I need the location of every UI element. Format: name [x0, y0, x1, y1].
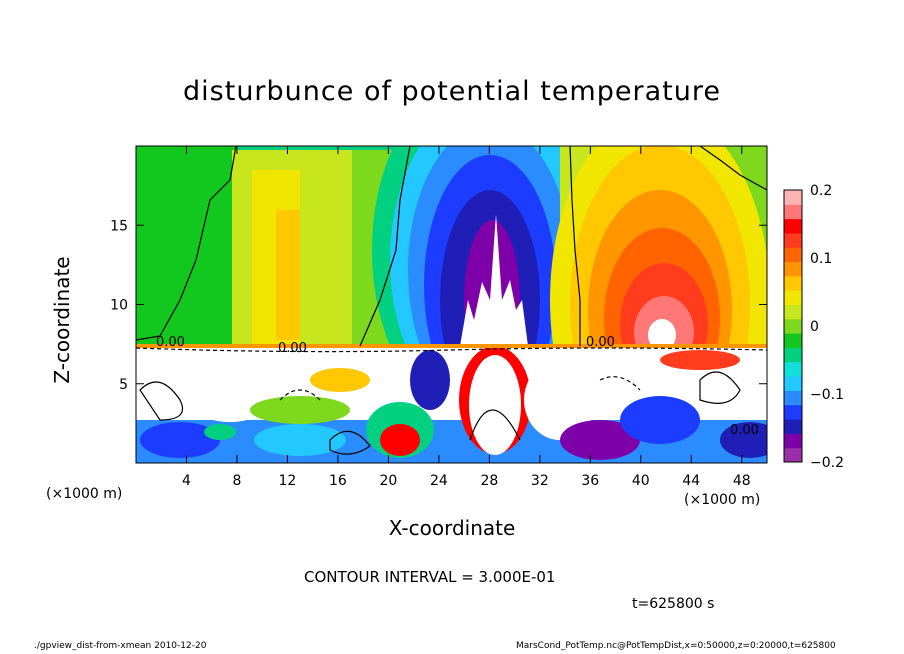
x-tick-label: 28	[480, 473, 498, 489]
x-axis-label-text: X-coordinate	[388, 516, 516, 540]
x-tick-label: 4	[182, 473, 191, 489]
x-axis-ticks: 4 8 12 16 20 24 28 32 36 40 44 48	[182, 146, 751, 489]
colorbar-swatch	[784, 204, 802, 220]
colorbar-tick-label: 0	[810, 319, 819, 335]
colorbar-swatch	[784, 333, 802, 348]
colorbar-swatch	[784, 433, 802, 449]
contour-interval-text: CONTOUR INTERVAL = 3.000E-01	[304, 568, 556, 586]
contour-value-label: 0.00	[586, 335, 615, 350]
contour-value-label: 0.00	[278, 341, 307, 356]
colorbar-tick-label: 0.2	[810, 183, 832, 199]
colorbar-swatch	[784, 232, 802, 248]
colorbar-swatch	[784, 447, 802, 463]
x-axis-label: X-coordinate	[0, 516, 904, 540]
y-tick-label: 10	[110, 298, 128, 314]
x-tick-label: 48	[733, 473, 751, 489]
colorbar-swatch	[784, 290, 802, 306]
x-tick-label: 40	[632, 473, 650, 489]
colorbar-swatch	[784, 376, 802, 391]
colorbar-swatch	[784, 261, 802, 277]
x-tick-label: 24	[430, 473, 448, 489]
colorbar: 0.2 0.1 0 −0.1 −0.2	[783, 183, 844, 471]
colorbar-swatch	[784, 247, 802, 263]
colorbar-swatch	[784, 218, 802, 234]
colorbar-swatch	[784, 304, 802, 320]
x-tick-label: 16	[329, 473, 347, 489]
contour-value-label: 0.00	[730, 423, 759, 438]
footer-right-text: MarsCond_PotTemp.nc@PotTempDist,x=0:5000…	[516, 641, 836, 651]
x-tick-label: 20	[379, 473, 397, 489]
y-axis-ticks: 5 10 15	[110, 218, 767, 393]
colorbar-swatch	[784, 347, 802, 363]
y-tick-label: 15	[110, 218, 128, 234]
x-tick-label: 36	[581, 473, 599, 489]
colorbar-swatch	[784, 190, 802, 205]
contour-lines	[136, 146, 767, 455]
colorbar-swatch	[784, 361, 802, 377]
colorbar-swatch	[784, 275, 802, 291]
contour-value-label: 0.00	[156, 335, 185, 350]
x-tick-label: 44	[682, 473, 700, 489]
x-tick-label: 12	[279, 473, 297, 489]
colorbar-swatch	[784, 318, 802, 334]
x-unit-label-left: (×1000 m)	[46, 486, 123, 502]
colorbar-swatch	[784, 390, 802, 406]
time-text: t=625800 s	[632, 596, 715, 612]
colorbar-swatch	[784, 419, 802, 434]
colorbar-tick-label: 0.1	[810, 251, 832, 267]
y-tick-label: 5	[119, 377, 128, 393]
footer-left-text: ./gpview_dist-from-xmean 2010-12-20	[34, 641, 207, 651]
colorbar-frame	[783, 189, 803, 463]
plot-area	[136, 146, 767, 463]
colorbar-swatch	[784, 404, 802, 420]
x-tick-label: 32	[531, 473, 549, 489]
colorbar-tick-label: −0.1	[810, 387, 844, 403]
colorbar-tick-label: −0.2	[810, 455, 844, 471]
lower-field	[136, 344, 767, 463]
chart-title: disturbunce of potential temperature	[183, 76, 721, 107]
x-tick-label: 8	[232, 473, 241, 489]
x-unit-label-right: (×1000 m)	[684, 492, 761, 508]
